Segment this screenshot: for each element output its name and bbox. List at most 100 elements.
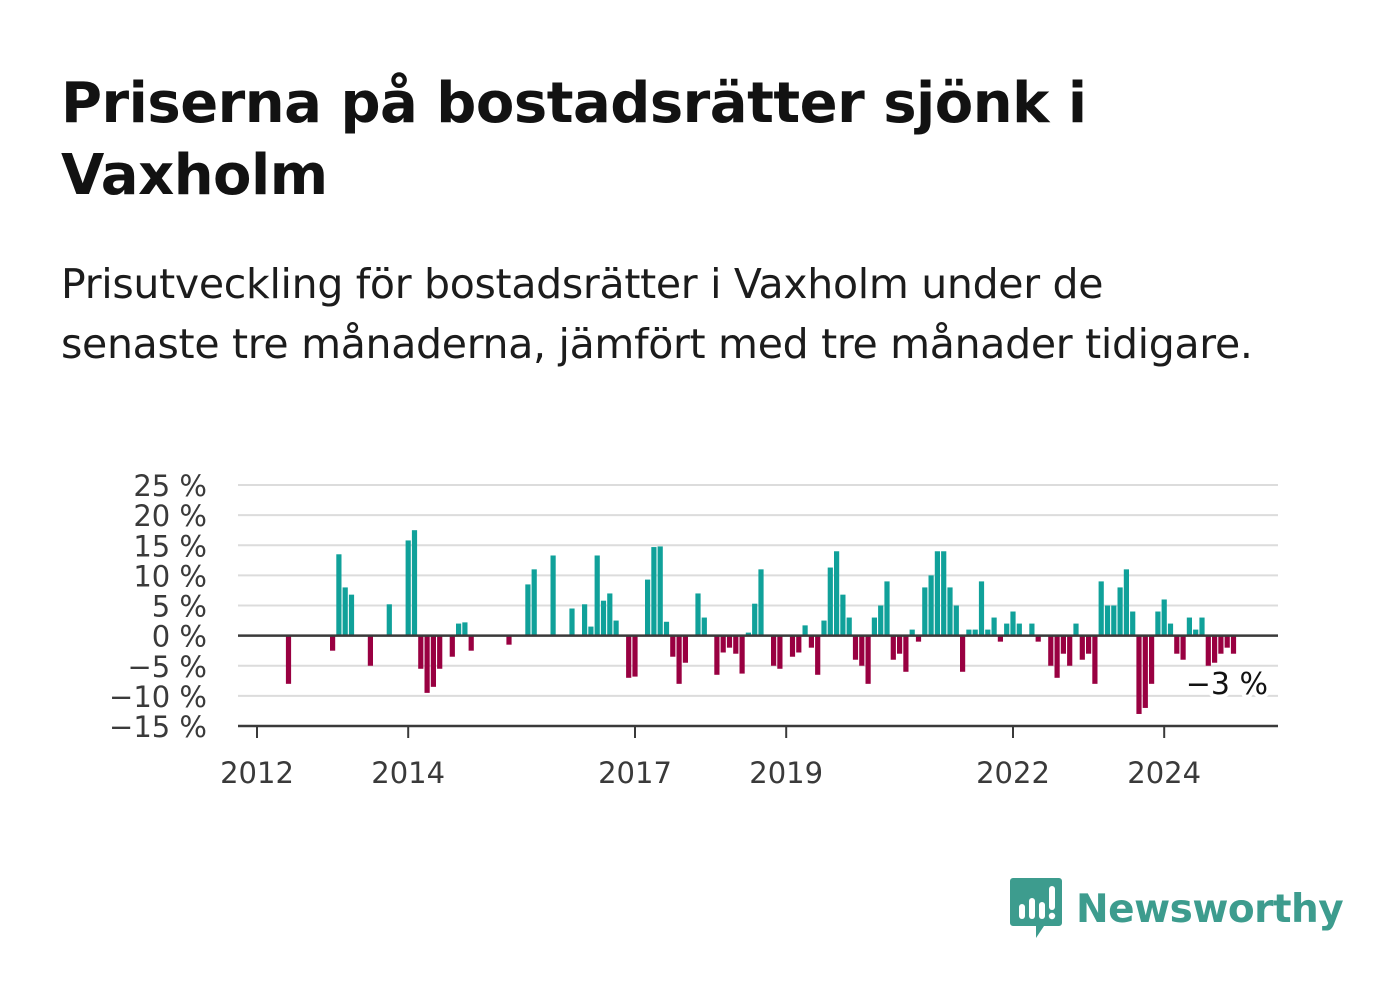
bar bbox=[1212, 635, 1218, 663]
axes bbox=[238, 634, 1278, 738]
bar bbox=[947, 587, 953, 636]
bar bbox=[960, 635, 966, 672]
bar bbox=[657, 546, 663, 636]
bar bbox=[550, 555, 556, 636]
bar bbox=[1167, 623, 1174, 636]
bar bbox=[1004, 623, 1010, 636]
y-tick-label: 20 % bbox=[133, 499, 207, 533]
bar bbox=[330, 635, 336, 651]
bar bbox=[569, 608, 575, 636]
bar bbox=[789, 635, 796, 657]
bar bbox=[676, 635, 682, 684]
bar bbox=[1098, 581, 1104, 636]
bar bbox=[506, 635, 512, 645]
x-tick-label: 2017 bbox=[598, 756, 672, 790]
bar bbox=[285, 635, 292, 684]
bar bbox=[1142, 635, 1148, 708]
y-tick-label: 0 % bbox=[152, 620, 207, 654]
bar bbox=[456, 623, 462, 636]
bar bbox=[613, 620, 619, 636]
bar bbox=[1174, 635, 1180, 654]
newsworthy-logo: Newsworthy bbox=[1010, 877, 1344, 941]
bar bbox=[670, 635, 676, 657]
chart-subtitle: Prisutveckling för bostadsrätter i Vaxho… bbox=[61, 260, 1253, 368]
bar bbox=[846, 617, 852, 636]
bar bbox=[1161, 599, 1167, 636]
bar bbox=[695, 593, 701, 636]
bar bbox=[588, 626, 594, 636]
bar bbox=[449, 635, 455, 657]
bar bbox=[651, 547, 657, 636]
bar bbox=[972, 629, 978, 636]
bar bbox=[1186, 617, 1192, 636]
bar bbox=[865, 635, 871, 684]
bar bbox=[720, 635, 726, 653]
bar bbox=[405, 540, 411, 636]
bar bbox=[645, 579, 651, 636]
bar bbox=[1123, 569, 1129, 636]
x-tick-label: 2014 bbox=[371, 756, 445, 790]
bar bbox=[1016, 623, 1022, 636]
bar bbox=[726, 635, 733, 648]
bar bbox=[796, 635, 802, 653]
bar bbox=[1193, 629, 1199, 636]
bar bbox=[991, 617, 997, 636]
bar bbox=[714, 635, 720, 675]
bar bbox=[897, 635, 903, 654]
bar bbox=[1205, 635, 1211, 666]
bar bbox=[594, 555, 600, 636]
bar bbox=[411, 530, 418, 636]
bar bbox=[909, 629, 915, 636]
bar bbox=[808, 635, 814, 648]
bar bbox=[745, 632, 751, 636]
bar-chart-speech-bubble-icon bbox=[1010, 878, 1062, 938]
bar bbox=[430, 635, 436, 687]
bar bbox=[802, 625, 808, 636]
bar bbox=[941, 551, 947, 636]
bar bbox=[336, 554, 342, 636]
bar bbox=[953, 605, 959, 636]
gridlines bbox=[238, 484, 1278, 697]
y-tick-label: 10 % bbox=[133, 559, 207, 593]
bar bbox=[348, 594, 355, 636]
bar bbox=[834, 551, 840, 636]
y-axis-labels: 25 %20 %15 %10 %5 %0 %−5 %−10 %−15 % bbox=[109, 469, 207, 744]
bar bbox=[815, 635, 821, 675]
x-tick-label: 2024 bbox=[1127, 756, 1201, 790]
bar-chart: 25 %20 %15 %10 %5 %0 %−5 %−10 %−15 % 201… bbox=[109, 469, 1278, 790]
bar bbox=[582, 604, 588, 636]
bars bbox=[285, 530, 1237, 714]
bar bbox=[852, 635, 859, 660]
y-tick-label: 15 % bbox=[133, 529, 207, 563]
bar bbox=[890, 635, 896, 660]
bar bbox=[922, 587, 928, 636]
bar bbox=[878, 605, 884, 636]
bar bbox=[859, 635, 865, 666]
bar bbox=[682, 635, 688, 663]
bar bbox=[915, 635, 922, 642]
bar bbox=[821, 620, 827, 636]
y-tick-label: −15 % bbox=[109, 710, 207, 744]
bar bbox=[1067, 635, 1073, 666]
x-tick-label: 2012 bbox=[220, 756, 294, 790]
y-tick-label: −10 % bbox=[109, 680, 207, 714]
bar bbox=[966, 629, 972, 636]
bar bbox=[1180, 635, 1186, 660]
bar bbox=[342, 587, 348, 636]
chart-title: Priserna på bostadsrätter sjönk i Vaxhol… bbox=[61, 71, 1087, 208]
bar bbox=[1073, 623, 1079, 636]
bar bbox=[1054, 635, 1060, 678]
bar bbox=[468, 635, 474, 651]
bar bbox=[1224, 635, 1230, 648]
bar bbox=[771, 635, 777, 666]
bar bbox=[871, 617, 877, 636]
bar bbox=[934, 551, 940, 636]
bar bbox=[1230, 635, 1237, 654]
bar bbox=[1092, 635, 1098, 684]
bar bbox=[985, 629, 991, 636]
x-tick-label: 2019 bbox=[749, 756, 823, 790]
annotations: −3 % bbox=[1182, 663, 1272, 706]
bar bbox=[1079, 635, 1085, 660]
bar bbox=[1155, 611, 1161, 636]
bar bbox=[367, 635, 373, 666]
